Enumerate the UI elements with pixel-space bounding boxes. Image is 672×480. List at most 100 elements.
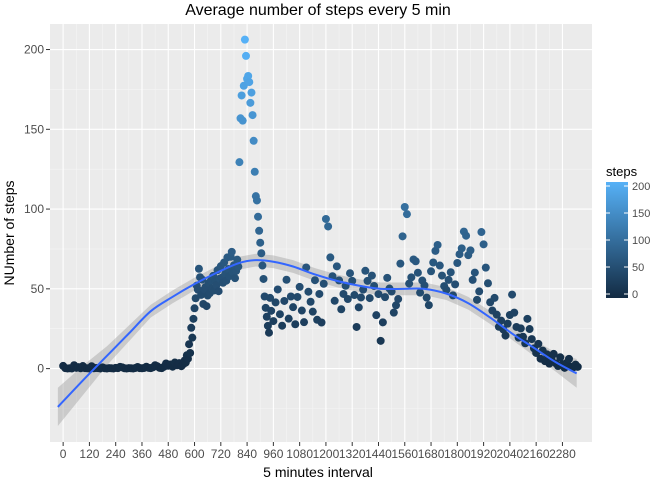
legend-title: steps bbox=[606, 164, 638, 179]
data-point bbox=[255, 226, 264, 235]
data-point bbox=[400, 202, 409, 211]
x-tick-label: 1800 bbox=[444, 447, 471, 461]
data-point bbox=[527, 335, 536, 344]
x-tick-label: 1440 bbox=[365, 447, 392, 461]
data-point bbox=[264, 328, 273, 337]
legend-label: 150 bbox=[632, 208, 650, 220]
data-point bbox=[282, 275, 291, 284]
x-tick-label: 240 bbox=[106, 447, 126, 461]
data-point bbox=[427, 267, 436, 276]
data-point bbox=[420, 281, 429, 290]
data-point bbox=[468, 275, 477, 284]
data-point bbox=[280, 296, 289, 305]
data-point bbox=[324, 222, 333, 231]
data-point bbox=[346, 269, 355, 278]
data-point bbox=[241, 51, 250, 60]
plot-background bbox=[50, 24, 592, 442]
data-point bbox=[483, 279, 492, 288]
data-point bbox=[330, 296, 339, 305]
data-point bbox=[501, 331, 510, 340]
data-point bbox=[350, 291, 359, 300]
data-point bbox=[343, 295, 352, 304]
data-point bbox=[363, 276, 372, 285]
data-point bbox=[237, 91, 246, 100]
data-point bbox=[247, 88, 256, 97]
data-point bbox=[194, 264, 203, 273]
data-point bbox=[396, 259, 405, 268]
data-point bbox=[306, 297, 315, 306]
data-point bbox=[477, 228, 486, 237]
data-point bbox=[354, 303, 363, 312]
confidence-band bbox=[57, 253, 577, 427]
data-point bbox=[337, 305, 346, 314]
data-point bbox=[304, 287, 313, 296]
data-point bbox=[348, 276, 357, 285]
data-point bbox=[392, 301, 401, 310]
data-point bbox=[233, 255, 242, 264]
data-point bbox=[429, 258, 438, 267]
data-point bbox=[244, 72, 253, 81]
data-point bbox=[376, 336, 385, 345]
data-point bbox=[188, 333, 197, 342]
x-axis: 0 120 240 360 480 600 720 840 960 1080 1200 1320 144… bbox=[60, 442, 576, 461]
data-point bbox=[321, 214, 330, 223]
data-point bbox=[227, 247, 236, 256]
legend-label: 200 bbox=[632, 181, 650, 193]
data-point bbox=[523, 314, 532, 323]
x-tick-label: 1560 bbox=[391, 447, 418, 461]
y-tick-label: 200 bbox=[24, 43, 44, 57]
data-point bbox=[510, 308, 519, 317]
legend-label: 100 bbox=[632, 235, 650, 247]
confidence-band-area bbox=[57, 253, 577, 427]
data-point bbox=[556, 353, 565, 362]
data-point bbox=[422, 293, 431, 302]
data-point bbox=[319, 279, 328, 288]
data-point bbox=[308, 307, 317, 316]
data-point bbox=[214, 287, 223, 296]
data-point bbox=[470, 268, 479, 277]
data-point bbox=[453, 258, 462, 267]
data-point bbox=[291, 320, 300, 329]
data-point bbox=[549, 349, 558, 358]
data-point bbox=[240, 35, 249, 44]
legend-label: 50 bbox=[632, 262, 644, 274]
legend-ticks: 200 150 100 50 0 bbox=[606, 181, 650, 301]
data-point bbox=[245, 78, 254, 87]
legend: steps 200 150 100 50 0 bbox=[606, 164, 650, 301]
data-point bbox=[275, 310, 284, 319]
data-points bbox=[59, 35, 582, 373]
data-point bbox=[398, 232, 407, 241]
data-point bbox=[381, 293, 390, 302]
data-point bbox=[444, 275, 453, 284]
data-point bbox=[490, 293, 499, 302]
data-point bbox=[356, 293, 365, 302]
data-point bbox=[389, 308, 398, 317]
data-point bbox=[248, 111, 257, 120]
data-point bbox=[378, 318, 387, 327]
data-point bbox=[411, 257, 420, 266]
data-point bbox=[508, 290, 517, 299]
x-axis-title: 5 minutes interval bbox=[263, 464, 373, 480]
data-point bbox=[267, 306, 276, 315]
data-point bbox=[235, 158, 244, 167]
data-point bbox=[187, 323, 196, 332]
y-tick-label: 50 bbox=[31, 282, 45, 296]
data-point bbox=[479, 240, 488, 249]
data-point bbox=[466, 246, 475, 255]
data-point bbox=[258, 261, 267, 270]
x-tick-label: 2160 bbox=[523, 447, 550, 461]
data-point bbox=[257, 249, 266, 258]
data-point bbox=[367, 271, 376, 280]
data-point bbox=[475, 287, 484, 296]
data-point bbox=[481, 263, 490, 272]
data-point bbox=[383, 273, 392, 282]
data-point bbox=[503, 319, 512, 328]
data-point bbox=[249, 136, 258, 145]
data-point bbox=[293, 292, 302, 301]
x-tick-label: 0 bbox=[60, 447, 67, 461]
data-point bbox=[433, 240, 442, 249]
x-tick-label: 2280 bbox=[549, 447, 576, 461]
data-point bbox=[246, 98, 255, 107]
grid-major bbox=[50, 24, 592, 442]
